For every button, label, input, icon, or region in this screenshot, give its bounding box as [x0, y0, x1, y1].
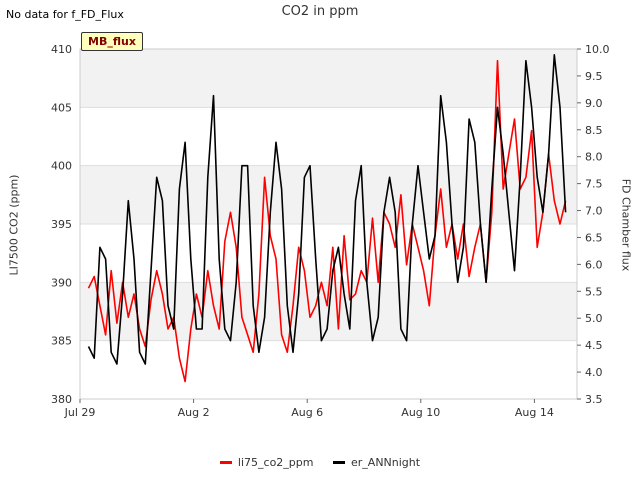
chart-title: CO2 in ppm: [281, 4, 359, 19]
no-data-note: No data for f_FD_Flux: [6, 8, 124, 21]
y2-tick-label-13: 10.0: [585, 43, 610, 56]
x-tick-label-3: Aug 10: [401, 406, 440, 419]
series-line-1: [87, 53, 567, 365]
y2-tick-label-3: 5.0: [585, 312, 603, 325]
x-tick-label-4: Aug 14: [515, 406, 554, 419]
x-tick-label-2: Aug 6: [291, 406, 323, 419]
legend-label-ann: er_ANNnight: [351, 456, 421, 469]
y2-tick-label-4: 5.5: [585, 285, 603, 298]
y-tick-label-4: 400: [51, 160, 72, 173]
legend: li75_co2_ppm er_ANNnight: [0, 454, 640, 469]
band-5: [80, 49, 577, 108]
y2-tick-label-10: 8.5: [585, 124, 603, 137]
y2-tick-label-5: 6.0: [585, 258, 603, 271]
y-tick-label-3: 395: [51, 218, 72, 231]
y2-tick-label-0: 3.5: [585, 393, 603, 406]
y2-tick-label-12: 9.5: [585, 70, 603, 83]
x-tick-label-0: Jul 29: [64, 406, 96, 419]
y2-tick-label-8: 7.5: [585, 178, 603, 191]
legend-swatch-ann: [333, 461, 345, 464]
series-layer: [87, 53, 567, 383]
mb-flux-badge: MB_flux: [81, 32, 143, 51]
y2-tick-label-9: 8.0: [585, 151, 603, 164]
y2-tick-label-11: 9.0: [585, 97, 603, 110]
y-tick-label-0: 380: [51, 393, 72, 406]
y2-tick-label-1: 4.0: [585, 366, 603, 379]
legend-item-ann: er_ANNnight: [333, 456, 420, 469]
y-tick-label-5: 405: [51, 101, 72, 114]
axes: 380 385 390 395 400 405 410 3.5 4.0 4.5 5.0 5.5 6.0 6…: [51, 43, 610, 419]
legend-item-li75: li75_co2_ppm: [219, 456, 314, 469]
plot-frame: [79, 48, 578, 400]
y-tick-label-1: 385: [51, 335, 72, 348]
y2-tick-label-7: 7.0: [585, 205, 603, 218]
y-tick-label-2: 390: [51, 276, 72, 289]
y2-tick-label-2: 4.5: [585, 339, 603, 352]
x-tick-label-1: Aug 2: [178, 406, 210, 419]
legend-label-li75: li75_co2_ppm: [237, 456, 314, 469]
y2-tick-label-6: 6.5: [585, 231, 603, 244]
y-tick-label-6: 410: [51, 43, 72, 56]
legend-swatch-li75: [219, 461, 232, 464]
